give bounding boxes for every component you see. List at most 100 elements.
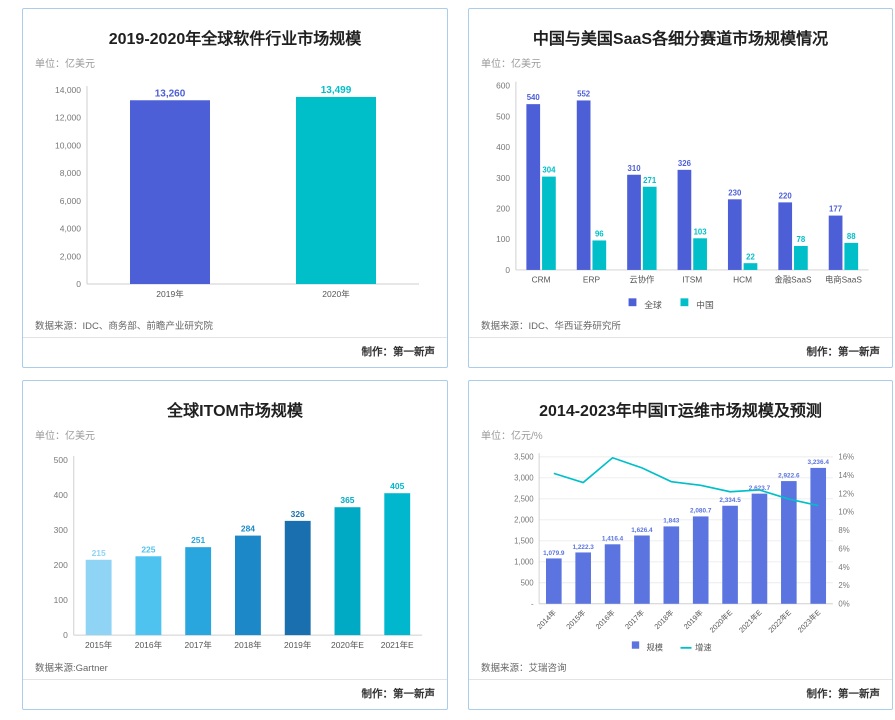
svg-text:2,500: 2,500 (514, 495, 534, 504)
svg-text:1,079.9: 1,079.9 (543, 550, 565, 557)
svg-text:1,626.4: 1,626.4 (631, 527, 653, 534)
svg-text:1,416.4: 1,416.4 (602, 536, 624, 543)
svg-text:ERP: ERP (583, 275, 601, 285)
svg-text:251: 251 (191, 535, 205, 545)
svg-text:0: 0 (76, 279, 81, 289)
svg-text:200: 200 (54, 560, 68, 570)
svg-text:88: 88 (847, 232, 856, 241)
svg-text:12,000: 12,000 (55, 113, 81, 123)
svg-text:全球: 全球 (644, 299, 662, 310)
svg-text:ITSM: ITSM (682, 275, 702, 285)
svg-text:2,000: 2,000 (60, 251, 82, 261)
svg-text:200: 200 (496, 203, 510, 213)
svg-text:326: 326 (678, 159, 692, 168)
divider (469, 679, 892, 680)
card-footer: 数据来源:Gartner 制作：第一新声 (23, 657, 447, 701)
svg-text:2021年E: 2021年E (381, 640, 414, 650)
svg-text:540: 540 (527, 93, 541, 102)
svg-text:2,000: 2,000 (514, 516, 534, 525)
svg-text:CRM: CRM (532, 275, 551, 285)
chart-title: 中国与美国SaaS各细分赛道市场规模情况 (532, 31, 829, 48)
svg-text:云协作: 云协作 (629, 275, 654, 285)
svg-text:2016年: 2016年 (594, 608, 617, 631)
svg-text:230: 230 (728, 188, 742, 197)
svg-text:365: 365 (340, 495, 354, 505)
svg-text:3,236.4: 3,236.4 (808, 459, 830, 466)
svg-text:2015年: 2015年 (564, 608, 587, 631)
svg-text:16%: 16% (838, 453, 854, 462)
svg-text:2023年E: 2023年E (796, 608, 823, 635)
svg-text:326: 326 (291, 509, 305, 519)
svg-text:12%: 12% (838, 489, 854, 498)
svg-text:2019年: 2019年 (156, 289, 184, 299)
svg-text:2019年: 2019年 (682, 608, 705, 631)
svg-text:10%: 10% (838, 508, 854, 517)
svg-text:2,080.7: 2,080.7 (690, 508, 712, 515)
svg-text:2,623.7: 2,623.7 (749, 485, 771, 492)
svg-text:225: 225 (141, 544, 155, 554)
svg-text:2022年E: 2022年E (766, 608, 793, 635)
svg-text:400: 400 (496, 142, 510, 152)
svg-text:271: 271 (643, 176, 657, 185)
svg-text:2015年: 2015年 (85, 640, 113, 650)
svg-text:2017年: 2017年 (623, 608, 646, 631)
itom-market-card: 全球ITOM市场规模 单位：亿美元 0 100 200 300 400 500 215 225… (22, 380, 448, 710)
svg-text:405: 405 (390, 481, 404, 491)
svg-text:14%: 14% (838, 471, 854, 480)
unit-label: 单位：亿美元 (481, 59, 541, 70)
divider (23, 679, 447, 680)
svg-text:500: 500 (496, 111, 510, 121)
svg-text:0: 0 (505, 265, 510, 275)
svg-text:304: 304 (542, 166, 556, 175)
svg-text:中国: 中国 (696, 299, 714, 310)
svg-text:3,000: 3,000 (514, 474, 534, 483)
svg-text:2019年: 2019年 (284, 640, 312, 650)
svg-text:100: 100 (54, 595, 68, 605)
svg-text:金融SaaS: 金融SaaS (775, 275, 812, 285)
svg-text:2020年E: 2020年E (331, 640, 364, 650)
maker-credit: 制作：第一新声 (806, 688, 881, 700)
itom-market-bar-chart: 0 100 200 300 400 500 215 225 251 284 326 365 405 201… (54, 455, 423, 650)
data-source: 数据来源：艾瑞咨询 (481, 663, 567, 674)
divider (23, 337, 447, 338)
maker-credit: 制作：第一新声 (361, 688, 436, 700)
svg-text:增速: 增速 (695, 643, 712, 653)
unit-label: 单位：亿美元 (35, 59, 95, 70)
svg-text:220: 220 (779, 191, 793, 200)
svg-text:6,000: 6,000 (60, 196, 82, 206)
svg-text:400: 400 (54, 490, 68, 500)
svg-text:2014年: 2014年 (535, 608, 558, 631)
chart-title: 全球ITOM市场规模 (167, 403, 303, 420)
svg-text:2,334.5: 2,334.5 (719, 497, 741, 504)
svg-text:10,000: 10,000 (55, 140, 81, 150)
svg-text:2018年: 2018年 (652, 608, 675, 631)
svg-text:600: 600 (496, 81, 510, 91)
svg-text:2021年E: 2021年E (737, 608, 764, 635)
svg-text:22: 22 (746, 252, 755, 261)
card-footer: 数据来源：IDC、商务部、前瞻产业研究院 制作：第一新声 (23, 315, 447, 359)
saas-segments-grouped-bar-chart: 0 100 200 300 400 500 600 540 552 310 326 230 220 177… (496, 81, 869, 310)
svg-text:2%: 2% (838, 581, 849, 590)
card-footer: 数据来源：艾瑞咨询 制作：第一新声 (469, 657, 892, 701)
svg-text:300: 300 (496, 173, 510, 183)
svg-text:6%: 6% (838, 544, 849, 553)
svg-text:1,000: 1,000 (514, 558, 534, 567)
svg-text:300: 300 (54, 525, 68, 535)
svg-text:1,222.3: 1,222.3 (572, 544, 594, 551)
it-ops-forecast-card: 2014-2023年中国IT运维市场规模及预测 单位：亿元/% - 500 1,00… (468, 380, 893, 710)
unit-label: 单位：亿元/% (481, 431, 543, 442)
svg-text:500: 500 (521, 579, 535, 588)
svg-text:500: 500 (54, 455, 68, 465)
maker-credit: 制作：第一新声 (361, 346, 436, 358)
chart-title: 2019-2020年全球软件行业市场规模 (108, 31, 362, 48)
svg-text:215: 215 (92, 548, 106, 558)
svg-text:2016年: 2016年 (135, 640, 163, 650)
maker-credit: 制作：第一新声 (806, 346, 881, 358)
svg-text:310: 310 (627, 164, 641, 173)
svg-text:8%: 8% (838, 526, 849, 535)
svg-text:4,000: 4,000 (60, 224, 82, 234)
svg-text:552: 552 (577, 90, 591, 99)
svg-text:177: 177 (829, 205, 843, 214)
svg-text:2020年: 2020年 (322, 289, 350, 299)
